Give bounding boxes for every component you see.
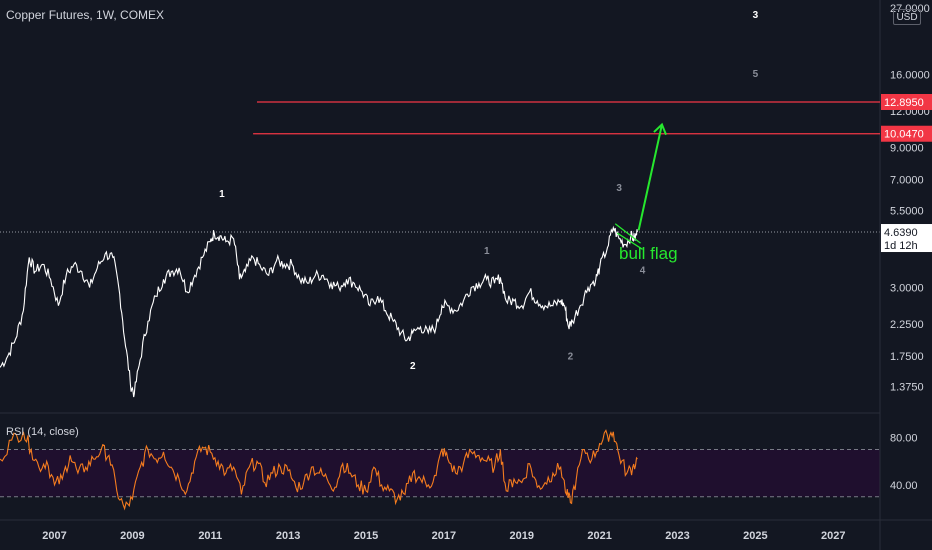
price-axis: 27.000016.000012.00009.00007.00005.50003… [890, 3, 930, 394]
time-axis-tick: 2021 [587, 530, 611, 542]
rsi-axis-tick: 80.00 [890, 433, 918, 445]
time-axis-tick: 2007 [42, 530, 66, 542]
wave-label: 1 [219, 189, 225, 200]
time-axis-tick: 2017 [432, 530, 456, 542]
price-axis-tick: 9.0000 [890, 143, 924, 155]
currency-selector[interactable]: USD [893, 9, 921, 25]
price-axis-tick: 7.0000 [890, 175, 924, 187]
price-axis-tick: 16.0000 [890, 70, 930, 82]
time-axis-tick: 2011 [198, 530, 222, 542]
resistance-lines [253, 101, 880, 135]
price-axis-tick: 1.3750 [890, 382, 924, 394]
target-arrow-head [653, 122, 667, 136]
wave-annotations: bull flag 1 2 3 1 2 3 4 5 [219, 10, 758, 372]
bull-flag-lower-line [616, 232, 643, 250]
wave-label: 5 [753, 69, 759, 80]
wave-label: 2 [410, 361, 416, 372]
time-axis-tick: 2009 [120, 530, 144, 542]
bull-flag-upper-line [614, 223, 641, 244]
target-arrow-shaft [637, 124, 663, 231]
rsi-title: RSI (14, close) [6, 426, 79, 438]
last-price-label: 4.6390 [884, 227, 918, 239]
wave-label: 3 [753, 10, 759, 21]
resistance-price-tag [881, 125, 932, 142]
rsi-series-line [0, 429, 638, 511]
price-axis-tick: 5.5000 [890, 205, 924, 217]
bull-flag-channel [614, 223, 643, 250]
resistance-price-label: 12.8950 [884, 97, 924, 109]
time-axis-tick: 2023 [665, 530, 689, 542]
bull-flag-label: bull flag [619, 244, 678, 263]
time-axis: 2007 2009 2011 2013 2015 2017 2019 2021 2023 2025… [42, 530, 845, 542]
chart-title: Copper Futures, 1W, COMEX [6, 8, 165, 22]
time-axis-tick: 2025 [743, 530, 767, 542]
last-price-tag [881, 224, 932, 253]
time-axis-tick: 2013 [276, 530, 300, 542]
resistance-price-label: 10.0470 [884, 129, 924, 141]
rsi-axis: 80.00 40.00 [890, 433, 918, 492]
time-axis-tick: 2027 [821, 530, 845, 542]
bar-countdown-label: 1d 12h [884, 240, 918, 252]
resistance-price-tag [881, 93, 932, 110]
price-axis-tick: 3.0000 [890, 282, 924, 294]
wave-label: 3 [616, 183, 622, 194]
rsi-axis-tick: 40.00 [890, 480, 918, 492]
price-axis-tick: 1.7500 [890, 351, 924, 363]
price-series-line [0, 225, 638, 398]
target-arrow [637, 122, 667, 231]
price-axis-tick: 2.2500 [890, 319, 924, 331]
wave-label: 2 [568, 352, 574, 363]
rsi-band [0, 449, 880, 497]
time-axis-tick: 2015 [354, 530, 378, 542]
time-axis-tick: 2019 [510, 530, 534, 542]
wave-label: 4 [640, 265, 646, 276]
wave-label: 1 [484, 246, 490, 257]
